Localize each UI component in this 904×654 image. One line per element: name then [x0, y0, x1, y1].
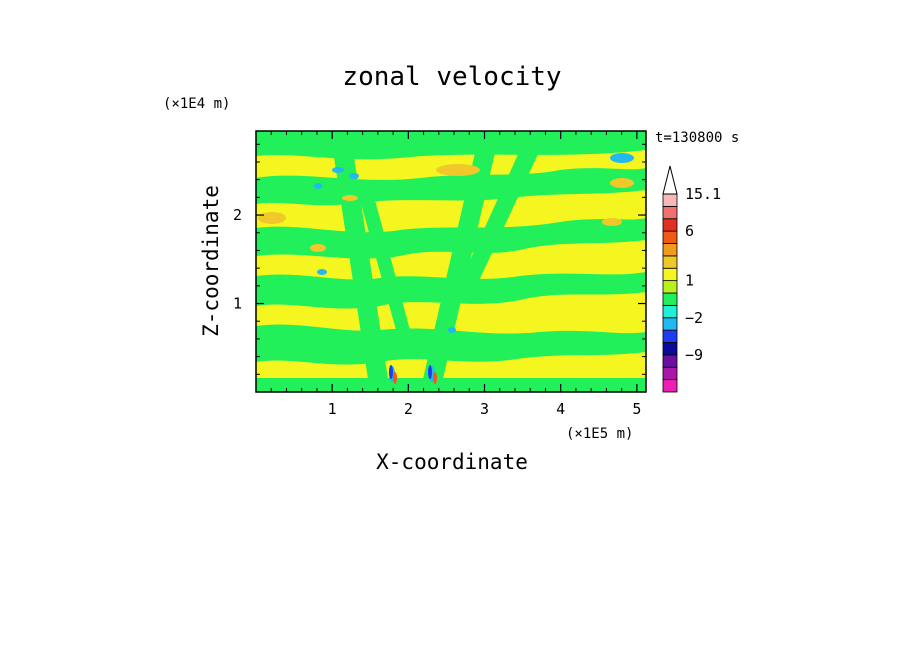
colorbar-segment	[662, 304, 678, 319]
y-axis-ticks: 12	[233, 206, 646, 313]
colorbar-segment	[662, 329, 678, 343]
x-axis-label: X-coordinate	[376, 450, 528, 474]
field-red-patches	[393, 372, 437, 384]
colorbar-segment	[662, 292, 678, 306]
colorbar-segment	[662, 342, 678, 356]
colorbar-segment	[662, 243, 678, 257]
y-axis-unit: (×1E4 m)	[163, 96, 230, 112]
x-tick-label: 2	[404, 400, 413, 418]
colorbar-extend-arrow	[662, 165, 678, 195]
x-tick-label: 4	[556, 400, 565, 418]
plot-frame	[255, 130, 647, 393]
colorbar-labels: 15.1 6 1 −2 −9	[685, 185, 721, 364]
colorbar-segment	[662, 379, 678, 393]
colorbar-segment	[662, 317, 678, 331]
minor-ticks	[256, 131, 646, 392]
contour-field	[256, 131, 646, 392]
time-label: t=130800 s	[655, 130, 739, 146]
chart-title: zonal velocity	[342, 62, 561, 92]
colorbar-segment	[662, 205, 678, 220]
x-tick-label: 1	[328, 400, 337, 418]
x-tick-label: 5	[632, 400, 641, 418]
colorbar-label: 15.1	[685, 185, 721, 203]
colorbar-label: −9	[685, 346, 703, 364]
x-axis-ticks: 1 2 3 4 5	[328, 131, 641, 418]
colorbar	[662, 165, 678, 393]
colorbar-segment	[662, 280, 678, 294]
y-tick-label: 1	[233, 295, 242, 313]
colorbar-segment	[662, 193, 678, 207]
colorbar-segment	[662, 366, 678, 381]
colorbar-segment	[662, 267, 678, 282]
colorbar-label: −2	[685, 309, 703, 327]
x-axis-unit: (×1E5 m)	[566, 426, 633, 442]
colorbar-segment	[662, 255, 678, 269]
field-blue-patches	[389, 365, 432, 379]
colorbar-label: 1	[685, 272, 694, 290]
y-axis-label: Z-coordinate	[199, 185, 223, 337]
colorbar-segment	[662, 218, 678, 232]
colorbar-segment	[662, 230, 678, 244]
field-orange-patches	[258, 164, 634, 252]
colorbar-label: 6	[685, 222, 694, 240]
x-tick-label: 3	[480, 400, 489, 418]
y-tick-label: 2	[233, 206, 242, 224]
colorbar-segment	[662, 354, 678, 368]
